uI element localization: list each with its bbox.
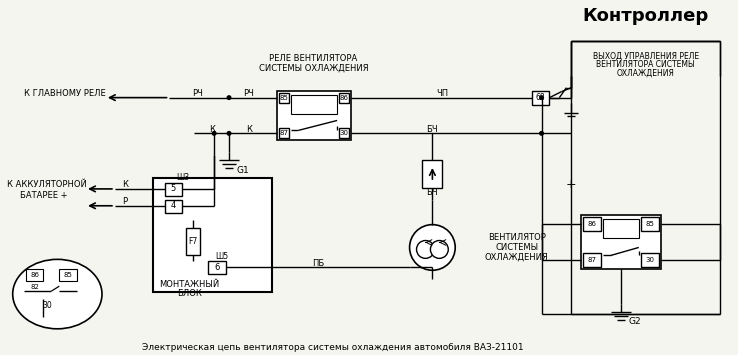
Text: К: К: [246, 125, 252, 134]
Text: К: К: [122, 180, 128, 190]
Bar: [208, 261, 226, 274]
Text: 30: 30: [43, 301, 52, 311]
Text: Контроллер: Контроллер: [582, 7, 709, 25]
Text: К: К: [209, 125, 215, 134]
Text: СИСТЕМЫ ОХЛАЖДЕНИЯ: СИСТЕМЫ ОХЛАЖДЕНИЯ: [258, 63, 368, 72]
Bar: [186, 228, 200, 255]
Text: 5: 5: [170, 184, 176, 193]
Text: БЛОК: БЛОК: [177, 289, 201, 297]
Bar: [339, 93, 349, 103]
Text: СИСТЕМЫ: СИСТЕМЫ: [495, 243, 538, 252]
Text: 87: 87: [587, 257, 596, 263]
Ellipse shape: [13, 260, 102, 329]
Text: БЧ: БЧ: [427, 189, 438, 197]
Text: ВЫХОД УПРАВЛЕНИЯ РЕЛЕ: ВЫХОД УПРАВЛЕНИЯ РЕЛЕ: [593, 51, 699, 60]
Bar: [339, 129, 349, 138]
Text: РЕЛЕ ВЕНТИЛЯТОРА: РЕЛЕ ВЕНТИЛЯТОРА: [269, 54, 357, 64]
Text: ОХЛАЖДЕНИЯ: ОХЛАЖДЕНИЯ: [617, 68, 675, 77]
Bar: [641, 253, 658, 267]
Bar: [277, 91, 351, 140]
Bar: [26, 269, 44, 281]
Text: 30: 30: [645, 257, 654, 263]
Text: 86: 86: [30, 272, 39, 278]
Circle shape: [539, 132, 543, 135]
Bar: [641, 217, 658, 231]
Bar: [279, 93, 289, 103]
Text: БЧ: БЧ: [427, 125, 438, 134]
Text: 68: 68: [536, 93, 545, 102]
Text: G1: G1: [237, 165, 249, 175]
Text: Ш3: Ш3: [176, 174, 189, 182]
Text: Ш5: Ш5: [215, 252, 229, 261]
Bar: [165, 183, 182, 196]
Circle shape: [539, 96, 543, 99]
Bar: [583, 253, 601, 267]
Text: ВЕНТИЛЯТОР: ВЕНТИЛЯТОР: [488, 233, 545, 242]
Text: ВЕНТИЛЯТОРА СИСТЕМЫ: ВЕНТИЛЯТОРА СИСТЕМЫ: [596, 60, 695, 69]
Bar: [153, 178, 272, 292]
Text: ОХЛАЖДЕНИЯ: ОХЛАЖДЕНИЯ: [485, 253, 548, 262]
Text: 86: 86: [339, 95, 348, 100]
Circle shape: [227, 96, 231, 99]
Text: 85: 85: [645, 221, 654, 226]
Circle shape: [213, 132, 216, 135]
Text: 30: 30: [339, 130, 348, 136]
Bar: [59, 269, 77, 281]
Text: К ГЛАВНОМУ РЕЛЕ: К ГЛАВНОМУ РЕЛЕ: [24, 89, 106, 98]
Text: Электрическая цепь вентилятора системы охлаждения автомобиля ВАЗ-21101: Электрическая цепь вентилятора системы о…: [142, 343, 524, 352]
Bar: [531, 91, 550, 105]
Text: 6: 6: [215, 263, 220, 272]
Text: 82: 82: [30, 284, 39, 290]
Text: К АККУЛЯТОРНОЙ: К АККУЛЯТОРНОЙ: [7, 180, 87, 190]
Text: 4: 4: [170, 201, 176, 210]
Text: G2: G2: [629, 317, 641, 326]
Bar: [583, 217, 601, 231]
Circle shape: [430, 240, 448, 258]
Text: F7: F7: [189, 237, 198, 246]
Text: 86: 86: [587, 221, 596, 226]
Circle shape: [416, 240, 435, 258]
Bar: [582, 215, 661, 269]
Bar: [603, 219, 639, 237]
Text: РЧ: РЧ: [192, 89, 203, 98]
Bar: [165, 200, 182, 213]
Text: 87: 87: [279, 130, 288, 136]
Bar: [279, 129, 289, 138]
Circle shape: [227, 132, 231, 135]
Text: Р: Р: [123, 197, 128, 206]
Bar: [291, 95, 337, 114]
Text: РЧ: РЧ: [244, 89, 255, 98]
Text: БАТАРЕЕ +: БАТАРЕЕ +: [20, 191, 67, 200]
Text: 85: 85: [279, 95, 288, 100]
Text: ЧП: ЧП: [436, 89, 449, 98]
Text: МОНТАЖНЫЙ: МОНТАЖНЫЙ: [159, 280, 219, 289]
Text: +: +: [566, 179, 576, 191]
Text: 85: 85: [63, 272, 73, 278]
Text: ПБ: ПБ: [312, 259, 325, 268]
Bar: [422, 160, 442, 188]
Circle shape: [410, 225, 455, 270]
